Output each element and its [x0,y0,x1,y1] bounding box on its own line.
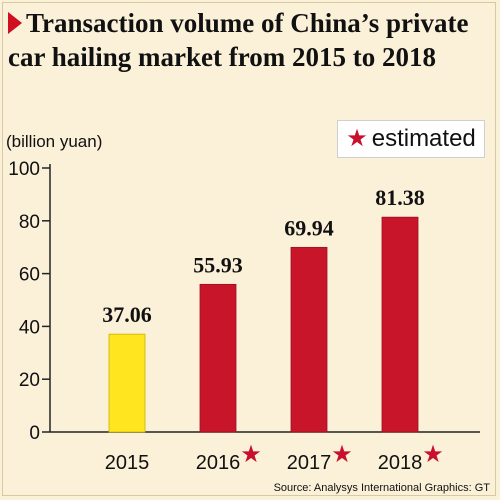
estimated-star-icon: ★ [331,440,353,468]
title-marker-icon [8,12,22,34]
chart-frame [2,2,496,496]
y-tick-label: 40 [19,317,40,338]
bar-2017 [290,246,328,433]
data-label-2018: 81.38 [375,185,425,210]
y-tick-label: 100 [8,159,40,180]
bar-2016 [199,283,237,433]
legend-star-icon: ★ [346,125,368,152]
x-tick-label-2015: 2015 [105,452,150,474]
chart-title-text: Transaction volume of China’s private ca… [8,8,469,72]
x-tick-label-2016: 2016 [196,452,241,474]
data-label-2017: 69.94 [284,215,334,240]
bar-2015 [108,333,146,433]
data-label-2015: 37.06 [102,302,152,327]
source-credit: Source: Analysys International Graphics:… [273,482,490,494]
legend-label: estimated [371,125,476,152]
legend: ★ estimated [337,120,485,158]
x-tick-label-2018: 2018 [378,452,423,474]
y-tick-label: 60 [19,265,40,286]
y-tick-label: 0 [29,423,40,444]
y-tick-label: 80 [19,212,40,233]
bar-2018 [381,216,419,433]
y-axis-unit-label: (billion yuan) [6,132,103,151]
estimated-star-icon: ★ [240,440,262,468]
chart-title: Transaction volume of China’s private ca… [8,6,494,74]
data-label-2016: 55.93 [193,252,243,277]
estimated-star-icon: ★ [422,440,444,468]
x-tick-label-2017: 2017 [287,452,332,474]
y-tick-label: 20 [19,370,40,391]
